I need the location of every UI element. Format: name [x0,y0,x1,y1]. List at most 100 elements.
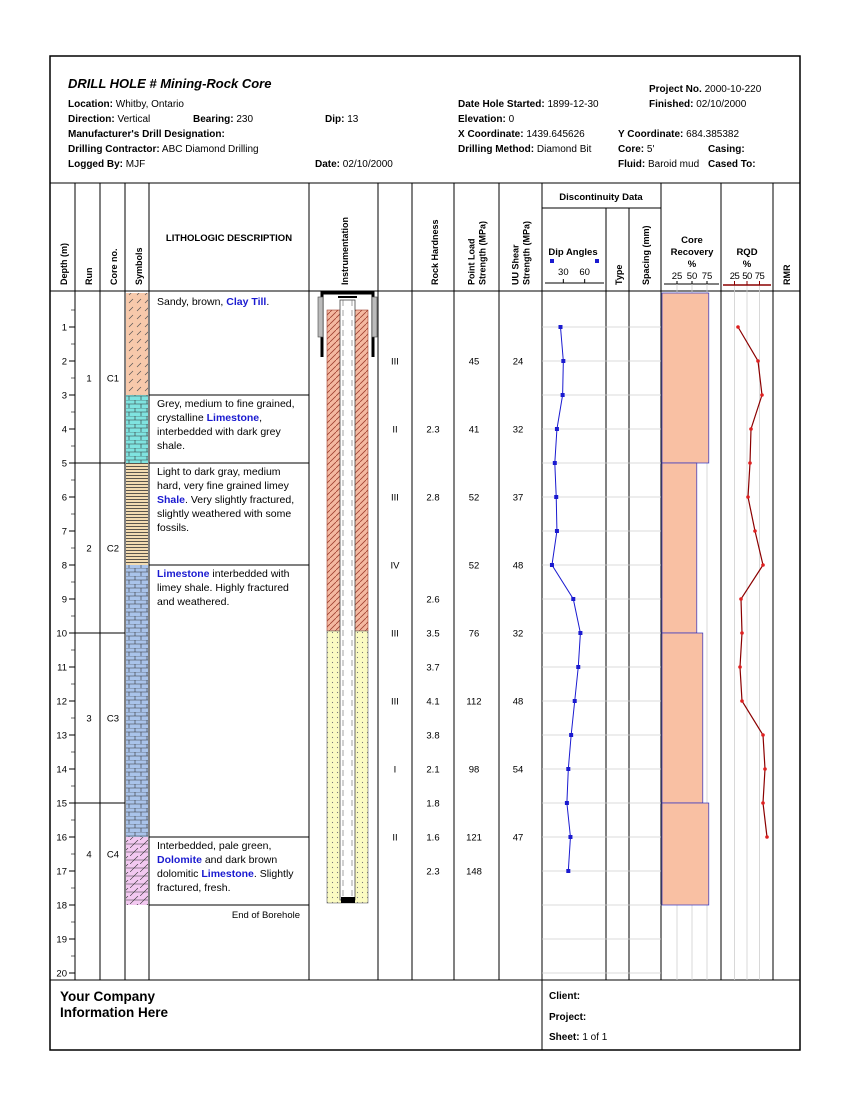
depth-tick-label: 13 [56,731,67,742]
test-value: 47 [513,833,524,844]
field-value: Diamond Bit [537,144,592,155]
depth-tick-label: 9 [62,595,67,606]
symbol-pattern [126,837,148,905]
core-number: C1 [107,374,119,385]
field-value: Baroid mud [648,159,699,170]
column-header: Strength (MPa) [478,221,488,285]
depth-tick-label: 6 [62,493,67,504]
depth-tick-label: 3 [62,391,67,402]
test-value: 32 [513,425,524,436]
rqd-line [737,326,768,838]
description-text: Grey, medium to fine grained, crystallin… [157,398,295,424]
column-header: Core no. [109,248,119,285]
column-header: RMR [782,264,792,285]
dip-point [571,597,576,601]
depth-tick-label: 20 [56,969,67,980]
dip-point [552,461,557,465]
field-value: 13 [347,114,359,125]
footer-field: Client: [549,991,580,1002]
field-label: Location: [68,99,113,110]
depth-tick-label: 19 [56,935,67,946]
test-value: 121 [466,833,482,844]
run-number: 2 [86,544,91,555]
field-label: Drilling Contractor: [68,144,160,155]
dip-point [578,631,583,635]
title: DRILL HOLE # Mining-Rock Core [68,76,271,91]
dip-point [566,869,571,873]
header-field: Logged By: MJF [68,159,145,170]
footer-field: Project: [549,1012,586,1023]
dip-point [568,835,573,839]
field-label: Cased To: [708,159,756,170]
legend-label: Dip Angles [548,247,597,258]
field-label: Manufacturer's Drill Designation: [68,129,225,140]
rqd-point [763,767,767,771]
field-value: 1439.645626 [526,129,585,140]
legend-marker [595,259,599,263]
header-field: Project No. 2000-10-220 [649,84,762,95]
discontinuity-header: Discontinuity Data [559,192,643,203]
depth-tick-label: 8 [62,561,67,572]
field-value: 1899-12-30 [547,99,599,110]
field-value: 0 [509,114,515,125]
recovery-bar [661,462,698,634]
dip-point [554,427,559,431]
field-label: Core: [618,144,644,155]
rqd-point [753,529,757,533]
test-value: III [391,697,399,708]
field-value: 2000-10-220 [705,84,762,95]
column-header: UU Shear [511,244,521,285]
rqd-point [761,733,765,737]
field-value: Whitby, Ontario [116,99,185,110]
test-value: 54 [513,765,524,776]
depth-tick-label: 18 [56,901,67,912]
header-field: Fluid: Baroid mud [618,159,699,170]
core-number: C3 [107,714,119,725]
test-value: 148 [466,867,482,878]
description-text: . Very slightly fractured, slightly weat… [157,494,295,534]
header-field: Y Coordinate: 684.385382 [618,129,739,140]
column-header: Instrumentation [340,217,350,285]
dip-point [554,529,559,533]
test-value: 37 [513,493,524,504]
end-note: End of Borehole [232,910,300,921]
x-tick-label: 60 [579,267,590,278]
x-tick-label: 30 [558,267,569,278]
dip-point [561,359,566,363]
dip-point [572,699,577,703]
field-label: Sheet: [549,1032,580,1043]
column-header: Spacing (mm) [641,225,651,285]
test-value: 98 [469,765,480,776]
header-field: X Coordinate: 1439.645626 [458,129,585,140]
rqd-point [739,597,743,601]
test-value: 2.1 [426,765,439,776]
test-value: II [392,833,397,844]
core-number: C4 [107,850,119,861]
dip-point [569,733,574,737]
description-header: LITHOLOGIC DESCRIPTION [166,233,292,244]
header-field: Elevation: 0 [458,114,515,125]
recovery-bar [661,632,704,804]
header-field: Drilling Contractor: ABC Diamond Drillin… [68,144,259,155]
field-value: 02/10/2000 [343,159,393,170]
header-field: Location: Whitby, Ontario [68,99,184,110]
header-field: Bearing: 230 [193,114,253,125]
test-value: 2.3 [426,425,439,436]
test-value: 24 [513,357,524,368]
description-text: Sandy, brown, [157,296,227,308]
depth-tick-label: 1 [62,323,67,334]
field-label: X Coordinate: [458,129,524,140]
run-number: 3 [86,714,91,725]
symbol-pattern [126,565,148,837]
depth-tick-label: 17 [56,867,67,878]
rqd-point [746,495,750,499]
test-value: 1.8 [426,799,439,810]
column-header: Type [614,265,624,285]
run-number: 1 [86,374,91,385]
column-header: % [743,259,752,270]
company-info: Your Company [60,989,155,1004]
column-header: Run [84,268,94,286]
depth-tick-label: 5 [62,459,67,470]
test-value: 3.8 [426,731,439,742]
test-value: III [391,629,399,640]
